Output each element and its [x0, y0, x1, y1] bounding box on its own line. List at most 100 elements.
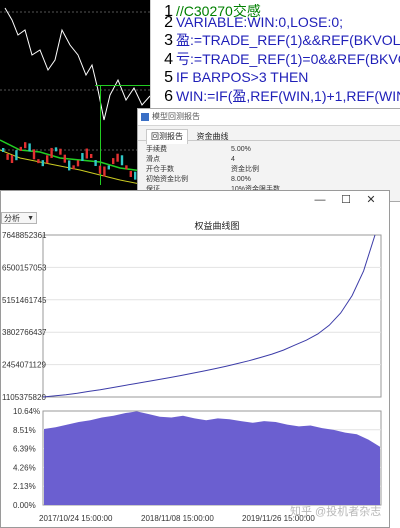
chevron-down-icon: ▼ — [27, 215, 34, 222]
line-number: 4 — [164, 51, 173, 68]
report-title: 模型回测报告 — [152, 112, 200, 121]
analysis-select-value: 分析 — [4, 214, 20, 223]
report-row: 保证10%资金限手数 — [146, 185, 280, 194]
candlestick — [50, 147, 53, 158]
candlestick — [28, 143, 31, 152]
candlestick — [41, 160, 44, 167]
watermark: 知乎 @投机者杂志 — [290, 506, 382, 518]
row-label: 滑点 — [146, 156, 160, 163]
candlestick — [19, 146, 22, 151]
candlestick — [63, 154, 66, 163]
tab-equity-curve[interactable]: 资金曲线 — [196, 132, 229, 141]
report-row: 初始资金比例 8.00% — [146, 175, 251, 184]
candlestick — [54, 147, 58, 152]
row-label: 初始资金比例 — [146, 176, 188, 183]
x-tick-label: 2019/11/26 15:00:00 — [242, 514, 315, 523]
upper-y-tick-label: 5151461745 — [2, 296, 47, 305]
analysis-select[interactable]: 分析 ▼ — [1, 212, 37, 224]
lower-y-tick-label: 4.26% — [13, 463, 36, 472]
ma-line-green — [0, 139, 150, 173]
candlestick — [32, 149, 36, 160]
upper-y-tick-label: 1105375820 — [2, 393, 46, 402]
upper-plot-frame — [42, 234, 382, 398]
line-number: 1 — [164, 3, 173, 20]
lower-y-tick-label: 2.13% — [13, 482, 36, 491]
candlestick — [10, 154, 14, 163]
kline-chart-svg — [0, 7, 150, 187]
row-value: 10%资金限手数 — [231, 186, 280, 193]
upper-y-tick-label: 3802766437 — [2, 328, 47, 337]
candlestick — [6, 153, 9, 160]
candlestick — [85, 148, 88, 159]
candlestick — [81, 153, 84, 162]
code-text: VARIABLE:WIN:0,LOSE:0; — [176, 14, 344, 30]
candlestick — [103, 166, 106, 177]
tab-backtest-report[interactable]: 回测报告 — [146, 129, 188, 144]
upper-y-tick-label: 7648852361 — [2, 231, 47, 240]
code-editor[interactable]: 1//C30270交感 2 VARIABLE:WIN:0,LOSE:0; 3 盈:=… — [150, 0, 400, 110]
lower-y-tick-label: 10.64% — [13, 407, 40, 416]
code-line-1: 1//C30270交感 — [151, 0, 261, 22]
candlestick — [98, 165, 102, 174]
candlestick — [24, 142, 27, 149]
line-number: 5 — [164, 69, 173, 86]
upper-y-tick-label: 2454071129 — [2, 361, 46, 370]
row-label: 保证 — [146, 185, 231, 194]
code-line-4: 4 亏:=TRADE_REF(1)=0&&REF(BKVO — [151, 48, 400, 70]
candlestick — [72, 165, 75, 170]
line-number: 2 — [164, 14, 173, 31]
kline-chart-background — [0, 0, 150, 205]
x-tick-label: 2018/11/08 15:00:00 — [141, 514, 214, 523]
candlestick — [94, 160, 97, 167]
row-value: 资金比例 — [231, 166, 259, 173]
candlestick — [59, 148, 62, 155]
code-text: //C30270交感 — [176, 3, 261, 19]
candlestick — [68, 160, 71, 171]
code-text: 盈:=TRADE_REF(1)&&REF(BKVOL,1 — [176, 32, 400, 48]
candlestick — [2, 148, 5, 152]
candlestick — [37, 159, 40, 164]
candlesticks — [2, 142, 150, 180]
candlestick — [107, 165, 110, 170]
level-line — [95, 85, 150, 86]
code-text: 亏:=TRADE_REF(1)=0&&REF(BKVO — [176, 51, 400, 67]
maximize-button[interactable]: ☐ — [341, 194, 351, 206]
lower-y-tick-label: 8.51% — [13, 426, 36, 435]
candlestick — [116, 153, 119, 162]
candlestick — [46, 155, 49, 164]
code-line-6: 6 WIN:=IF(盈,REF(WIN,1)+1,REF(WIN — [151, 85, 400, 107]
row-value: 8.00% — [231, 176, 251, 183]
candlestick — [112, 158, 115, 165]
backtest-report-window: 模型回测报告 回测报告 资金曲线 手续费 5.00% 滑点 4 开仓手数 资金比例 初… — [137, 108, 400, 202]
code-line-2: 2 VARIABLE:WIN:0,LOSE:0; — [151, 11, 343, 33]
candlestick — [125, 165, 128, 170]
candlestick — [134, 171, 137, 180]
candlestick — [129, 170, 132, 177]
code-text: WIN:=IF(盈,REF(WIN,1)+1,REF(WIN — [176, 88, 400, 104]
equity-window-titlebar[interactable]: — ☐ ✕ — [1, 191, 389, 209]
equity-curve-window: — ☐ ✕ 分析 ▼ 权益曲线图 7648852361 6500157053 515… — [0, 190, 390, 528]
lower-y-tick-label: 6.39% — [13, 445, 36, 454]
lower-y-tick-label: 0.00% — [13, 501, 36, 510]
chart-title: 权益曲线图 — [194, 221, 240, 231]
report-titlebar[interactable]: 模型回测报告 — [138, 109, 400, 126]
close-button[interactable]: ✕ — [366, 194, 376, 206]
equity-chart: 7648852361 6500157053 5151461745 3802766437… — [2, 231, 382, 523]
row-value: 4 — [231, 156, 235, 163]
level-line — [100, 85, 101, 185]
report-tabs: 回测报告 资金曲线 — [138, 126, 400, 144]
row-label: 手续费 — [146, 146, 167, 153]
equity-curve-line — [42, 234, 376, 398]
report-row: 手续费 5.00% — [146, 145, 251, 154]
upper-y-tick-label: 6500157053 — [2, 263, 47, 272]
report-row: 滑点 4 — [146, 155, 235, 164]
row-label: 开仓手数 — [146, 166, 174, 173]
report-row: 开仓手数 资金比例 — [146, 165, 259, 174]
candlestick — [15, 150, 18, 161]
margin-ratio-area — [44, 411, 380, 505]
line-number: 3 — [164, 32, 173, 49]
x-tick-label: 2017/10/24 15:00:00 — [39, 514, 113, 523]
candlestick — [90, 153, 93, 158]
minimize-button[interactable]: — — [314, 194, 326, 206]
code-text: IF BARPOS>3 THEN — [176, 69, 309, 85]
